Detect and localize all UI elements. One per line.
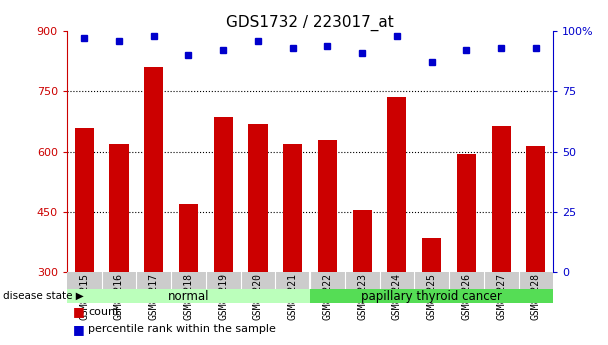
Text: GSM85224: GSM85224 <box>392 273 402 320</box>
Text: GSM85227: GSM85227 <box>496 273 506 320</box>
Text: GSM85226: GSM85226 <box>461 273 471 320</box>
Bar <box>422 238 441 272</box>
Bar <box>213 118 233 272</box>
Text: ■: ■ <box>73 323 85 336</box>
Bar <box>310 289 553 303</box>
Bar <box>144 67 164 272</box>
Title: GDS1732 / 223017_at: GDS1732 / 223017_at <box>226 15 394 31</box>
Bar <box>387 97 407 272</box>
Bar <box>109 144 128 272</box>
Bar <box>353 210 371 272</box>
Text: GSM85221: GSM85221 <box>288 273 298 320</box>
Text: GSM85220: GSM85220 <box>253 273 263 320</box>
Text: GSM85223: GSM85223 <box>357 273 367 320</box>
Text: GSM85216: GSM85216 <box>114 273 124 320</box>
Bar <box>527 146 545 272</box>
Bar <box>75 128 94 272</box>
Text: GSM85218: GSM85218 <box>184 273 193 320</box>
Text: normal: normal <box>168 289 209 303</box>
Text: disease state ▶: disease state ▶ <box>3 291 84 301</box>
Text: percentile rank within the sample: percentile rank within the sample <box>88 324 276 334</box>
Text: GSM85225: GSM85225 <box>427 273 437 320</box>
Bar <box>457 154 476 272</box>
Bar <box>283 144 302 272</box>
Text: GSM85219: GSM85219 <box>218 273 228 320</box>
Text: ■: ■ <box>73 305 85 318</box>
Text: GSM85217: GSM85217 <box>149 273 159 320</box>
Bar <box>179 204 198 272</box>
Text: count: count <box>88 307 120 317</box>
Bar <box>318 140 337 272</box>
Text: GSM85222: GSM85222 <box>322 273 333 320</box>
Bar <box>249 124 268 272</box>
Bar <box>67 289 310 303</box>
Text: papillary thyroid cancer: papillary thyroid cancer <box>361 289 502 303</box>
Text: GSM85215: GSM85215 <box>79 273 89 320</box>
Text: GSM85228: GSM85228 <box>531 273 541 320</box>
Bar <box>492 126 511 272</box>
